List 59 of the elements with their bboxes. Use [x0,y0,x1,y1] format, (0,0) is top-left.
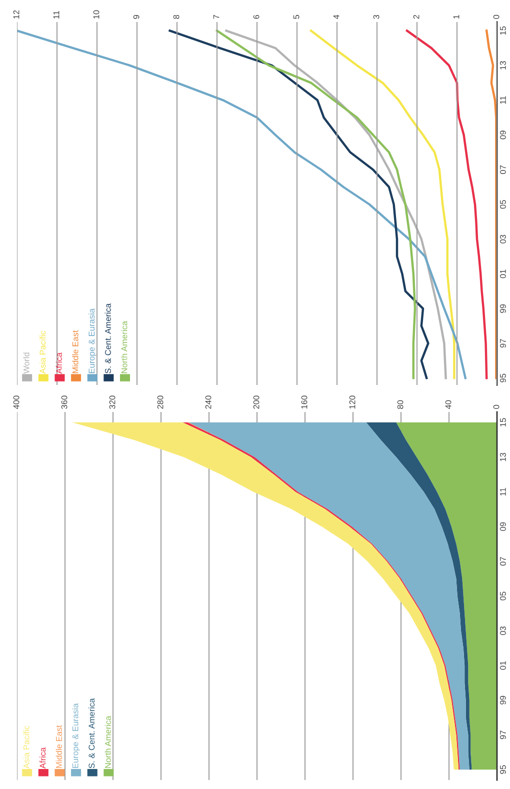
x-tick-label: 12 [13,10,20,19]
x-tick-label: 1 [453,14,460,19]
text: Asia Pacific [23,726,30,769]
y-tick-label: 13 [500,452,506,462]
x-tick-label: 40 [445,400,452,410]
x-tick-label: 3 [373,14,380,19]
y-tick-label: 07 [500,165,506,174]
y-tick-label: 11 [500,488,506,496]
y-tick-label: 01 [500,270,506,278]
text: Europe & Eurasia [88,308,96,374]
x-tick-label: 360 [61,396,68,409]
x-tick-label: 6 [253,14,260,19]
y-tick-label: 03 [500,234,506,244]
y-tick-label: 09 [500,130,506,140]
text: Europe & Eurasia [72,703,80,768]
y-tick-label: 11 [500,96,506,104]
y-tick-label: 15 [500,26,506,35]
text: S. & Cent. America [104,303,111,374]
x-tick-label: 4 [333,14,340,20]
y-tick-label: 99 [500,696,506,704]
x-tick-label: 400 [13,396,20,410]
x-tick-label: 5 [293,14,300,19]
x-tick-label: 0 [493,14,500,19]
y-tick-label: 13 [500,61,506,70]
x-tick-label: 9 [133,14,140,19]
text: Asia Pacific [40,330,46,374]
y-tick-label: 97 [500,730,506,740]
text: World [23,352,30,374]
y-tick-label: 95 [500,374,506,382]
x-tick-label: 240 [205,396,212,409]
y-tick-label: 01 [500,661,506,670]
x-tick-label: 2 [413,15,420,19]
text: S. & Cent. America [88,698,95,768]
x-tick-label: 160 [301,396,308,409]
x-tick-label: 320 [109,396,116,409]
text: Middle East [56,725,62,768]
y-tick-label: 99 [500,304,506,313]
y-tick-label: 09 [500,522,506,531]
y-tick-label: 07 [500,557,506,566]
text: North America [121,320,128,374]
x-tick-label: 0 [493,404,500,409]
text: Africa [40,747,46,769]
y-tick-label: 05 [500,592,506,600]
y-tick-label: 95 [500,765,506,774]
x-tick-label: 8 [173,14,180,19]
text: North America [104,716,111,768]
x-tick-label: 280 [157,396,164,409]
x-tick-label: 10 [93,10,100,19]
x-tick-label: 11 [53,10,60,19]
x-tick-label: 80 [397,400,404,409]
x-tick-label: 120 [349,396,356,409]
text: Middle East [72,330,78,374]
y-tick-label: 03 [500,626,506,636]
x-tick-label: 7 [213,15,220,19]
y-tick-label: 97 [500,339,506,348]
x-tick-label: 200 [253,396,260,409]
y-tick-label: 05 [500,200,506,209]
text: Africa [56,352,62,374]
y-tick-label: 15 [500,418,506,426]
